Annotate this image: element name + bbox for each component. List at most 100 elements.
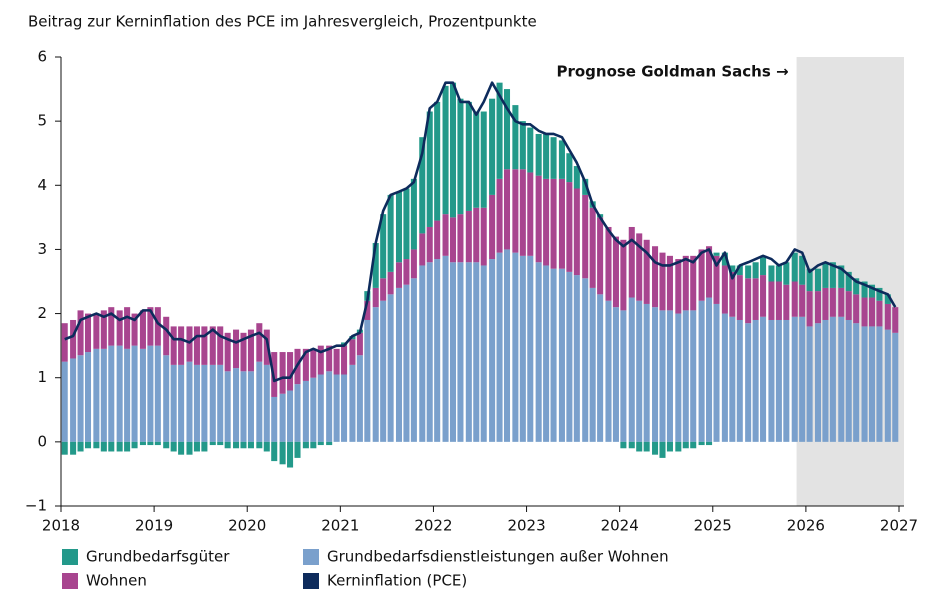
bar [620,239,627,311]
bar [84,313,92,353]
y-tick-label: 3 [37,240,47,258]
bar [449,262,457,442]
bar [372,243,379,288]
bar [186,361,193,442]
bar [139,310,146,349]
bar [163,316,170,356]
bar [380,214,387,279]
bar [799,316,806,442]
x-tick-label: 2024 [601,517,639,535]
bar [473,207,480,263]
bar [829,287,836,317]
bar [326,371,333,442]
bar [605,226,612,301]
bar [503,249,511,442]
bar [496,252,503,442]
bar [612,236,619,308]
bar [752,262,759,279]
bar [652,307,659,442]
bar [108,441,115,452]
bar [326,441,333,446]
bar [628,441,635,449]
bar [814,323,822,442]
bar [706,441,713,446]
bar [582,178,589,195]
bar [154,441,161,446]
bar [829,316,836,442]
bar [372,307,379,442]
bar [387,294,394,442]
legend-swatch [303,549,319,565]
bar [768,319,775,442]
bar [364,300,371,320]
bar [690,255,697,311]
bar [791,252,798,282]
bar [652,441,659,455]
legend-label: Grundbedarfsgüter [86,548,230,566]
bar [573,166,580,189]
bar [256,323,263,362]
y-tick-label: 1 [37,368,47,386]
bar [154,345,161,442]
bar [589,207,596,288]
bar [124,441,131,452]
bar [256,361,263,442]
bar [760,255,767,276]
bar [139,441,146,446]
y-tick-label: 2 [37,304,47,322]
bar [279,441,286,465]
bar [698,300,705,442]
bar [233,368,240,442]
bar [643,303,650,442]
bar [503,169,511,250]
bar [419,265,426,442]
bar [713,303,720,442]
bar [861,297,868,327]
bar [77,441,84,452]
bar [682,255,689,311]
bar [698,249,705,301]
x-tick-label: 2020 [228,517,266,535]
bar [247,371,254,442]
y-tick-label: −1 [25,497,47,515]
bar [799,255,806,285]
bar [519,121,526,170]
bar [201,326,208,365]
bar [636,300,643,442]
bar [186,326,193,362]
bar [124,307,131,349]
bar [814,291,822,324]
bar [775,319,782,442]
bar [535,133,542,176]
bar [193,441,200,452]
bar [775,281,782,320]
bar [659,310,666,442]
bar [93,348,100,442]
bar [457,214,464,263]
legend-swatch [62,549,78,565]
y-tick-label: 6 [37,48,47,66]
bar [349,364,356,442]
legend-label: Kerninflation (PCE) [327,572,467,590]
bar [410,178,417,250]
bar [690,441,697,449]
bar [675,259,682,314]
bar [426,226,433,263]
bar [317,374,324,442]
bar [822,287,829,320]
bar [61,361,68,442]
bar [853,294,860,324]
bar [163,355,170,442]
bar [868,326,876,442]
bar [775,265,782,282]
bar [489,194,496,260]
bar [178,441,185,455]
bar [263,441,270,452]
y-tick-label: 4 [37,176,47,194]
bar [659,252,666,311]
bar [573,275,580,442]
bar [829,262,836,288]
chart-title: Beitrag zur Kerninflation des PCE im Jah… [28,13,537,31]
bar [868,284,876,298]
bar [861,326,868,442]
